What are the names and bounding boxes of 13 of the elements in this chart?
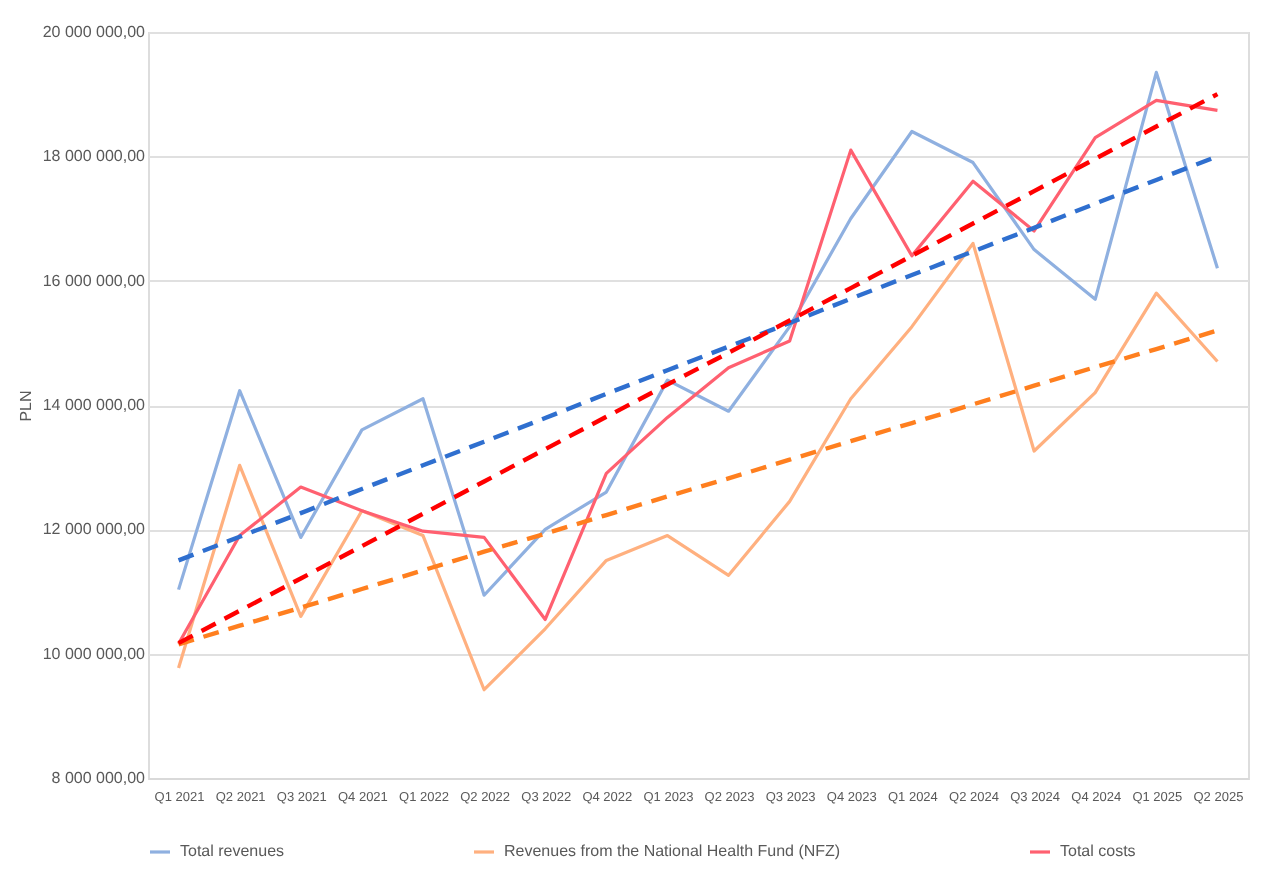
y-tick-label: 12 000 000,00 — [42, 520, 147, 539]
legend-label: Revenues from the National Health Fund (NFZ) — [504, 842, 841, 860]
y-tick-label: 10 000 000,00 — [42, 644, 147, 663]
y-tick-label: 8 000 000,00 — [51, 769, 147, 787]
y-axis-title: PLN — [16, 389, 35, 422]
legend-label: Total costs — [1060, 842, 1136, 860]
y-tick-label: 20 000 000,00 — [42, 23, 147, 41]
y-tick-label: 18 000 000,00 — [42, 147, 147, 166]
y-tick-label: 16 000 000,00 — [42, 271, 147, 290]
y-tick-label: 14 000 000,00 — [42, 396, 147, 414]
line-series — [176, 241, 1220, 692]
line-series — [176, 328, 1220, 647]
legend-label: Total revenues — [180, 842, 285, 860]
